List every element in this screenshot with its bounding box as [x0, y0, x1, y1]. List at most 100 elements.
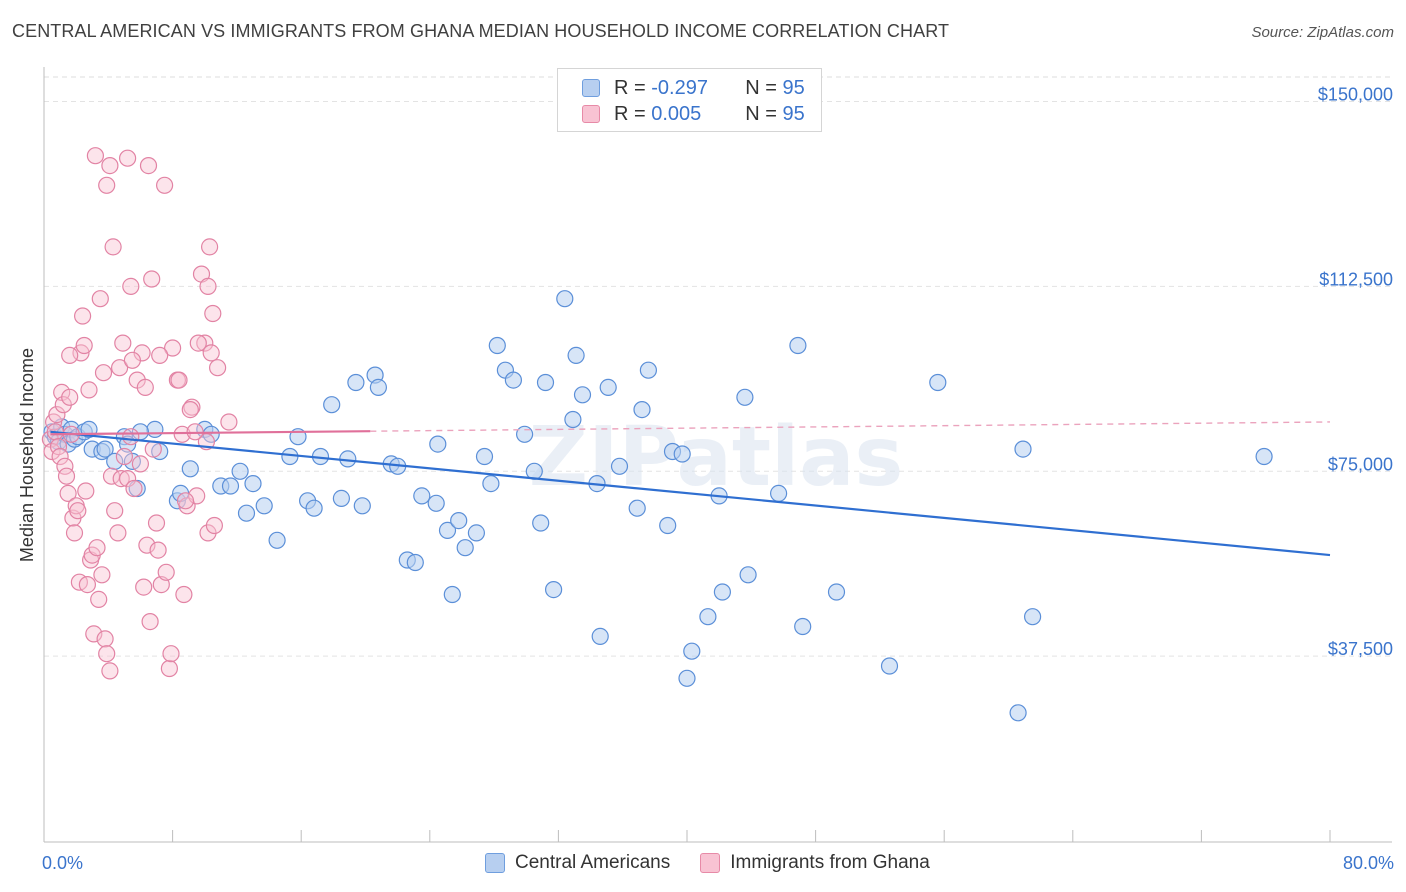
point-ghana: [209, 359, 227, 377]
point-ghana: [196, 334, 214, 352]
point-ghana: [93, 566, 111, 584]
n-value-2: 95: [782, 102, 805, 125]
point-ghana: [205, 516, 223, 535]
point-ghana: [156, 176, 174, 194]
point-ghana: [57, 467, 76, 485]
point-ghana: [162, 645, 180, 663]
point-ghana: [101, 662, 119, 680]
r-value-2: 0.005: [651, 102, 702, 125]
point-ghana: [101, 157, 119, 175]
point-central-american: [683, 642, 701, 660]
point-ghana: [65, 524, 84, 542]
point-ghana: [131, 455, 149, 473]
point-ghana: [149, 541, 167, 559]
point-ghana: [114, 334, 132, 352]
point-ghana: [176, 492, 195, 510]
point-central-american: [573, 386, 592, 404]
point-ghana: [143, 270, 161, 288]
point-central-american: [237, 504, 256, 522]
point-ghana: [98, 176, 116, 194]
point-ghana: [80, 381, 98, 399]
point-ghana: [48, 406, 66, 424]
point-central-american: [231, 462, 249, 480]
point-central-american: [794, 617, 812, 636]
y-axis-label: Median Household Income: [17, 348, 37, 562]
point-central-american: [332, 489, 350, 507]
point-central-american: [515, 425, 534, 443]
point-ghana: [106, 502, 124, 520]
point-ghana: [122, 277, 140, 295]
point-ghana: [115, 447, 134, 466]
point-central-american: [567, 346, 585, 364]
trend-line-ghana-dashed: [370, 421, 1331, 432]
point-central-american: [305, 499, 323, 517]
point-central-american: [678, 669, 696, 687]
point-ghana: [189, 334, 207, 352]
x-tick-max: 80.0%: [1342, 853, 1394, 873]
point-ghana: [98, 645, 116, 663]
point-ghana: [69, 502, 87, 520]
point-ghana: [125, 479, 143, 498]
point-ghana: [202, 344, 220, 362]
point-ghana: [201, 238, 219, 256]
point-ghana: [147, 514, 166, 532]
y-tick-label: $37,500: [1328, 639, 1393, 659]
n-label: N =: [745, 102, 777, 125]
point-ghana: [78, 575, 97, 594]
y-tick-label: $112,500: [1319, 269, 1393, 289]
x-tick-min: 0.0%: [42, 853, 84, 873]
r-value-1: -0.297: [651, 76, 708, 99]
point-ghana: [188, 487, 206, 505]
point-central-american: [443, 585, 461, 604]
point-central-american: [429, 435, 447, 453]
point-central-american: [536, 373, 555, 392]
point-central-american: [659, 516, 677, 535]
point-central-american: [532, 514, 550, 532]
point-ghana: [118, 149, 137, 167]
legend-label-ghana: Immigrants from Ghana: [730, 852, 930, 873]
trend-line-ghana-solid: [50, 430, 371, 436]
point-central-american: [475, 447, 494, 466]
series-legend: Central Americans Immigrants from Ghana: [485, 852, 960, 874]
point-central-american: [739, 566, 757, 584]
source-label: Source: ZipAtlas.com: [1251, 24, 1394, 41]
point-ghana: [164, 339, 182, 357]
point-central-american: [544, 580, 563, 599]
point-central-american: [1023, 608, 1042, 626]
point-central-american: [639, 361, 658, 379]
point-central-american: [1255, 447, 1273, 466]
legend-item-ghana[interactable]: Immigrants from Ghana: [700, 852, 930, 874]
point-central-american: [146, 420, 164, 438]
point-central-american: [369, 378, 387, 396]
point-central-american: [353, 497, 371, 515]
point-ghana: [77, 482, 95, 500]
point-ghana: [160, 659, 178, 678]
point-central-american: [244, 475, 262, 493]
point-ghana: [144, 440, 162, 458]
pink-swatch-icon: [700, 853, 721, 873]
point-central-american: [406, 553, 424, 572]
n-label: N =: [745, 76, 777, 99]
point-ghana: [51, 447, 69, 466]
point-central-american: [827, 583, 846, 601]
point-central-american: [713, 583, 732, 601]
trend-lines: [50, 421, 1331, 557]
point-central-american: [1014, 440, 1032, 458]
point-ghana: [170, 371, 188, 389]
point-central-american: [736, 388, 754, 406]
pink-swatch-icon: [582, 105, 600, 123]
point-ghana: [90, 590, 108, 609]
point-central-american: [255, 497, 273, 515]
point-central-american: [427, 494, 445, 512]
y-tick-labels: $150,000 $112,500 $75,000 $37,500: [1318, 85, 1393, 660]
point-central-american: [221, 477, 240, 495]
point-ghana: [173, 425, 191, 443]
legend-item-central-americans[interactable]: Central Americans: [485, 852, 670, 874]
point-central-american: [488, 336, 506, 355]
point-central-american: [556, 290, 574, 308]
point-central-american: [564, 410, 582, 429]
trend-line-central-americans: [50, 430, 1331, 557]
point-central-american: [268, 531, 286, 549]
gridlines: [44, 76, 1392, 657]
